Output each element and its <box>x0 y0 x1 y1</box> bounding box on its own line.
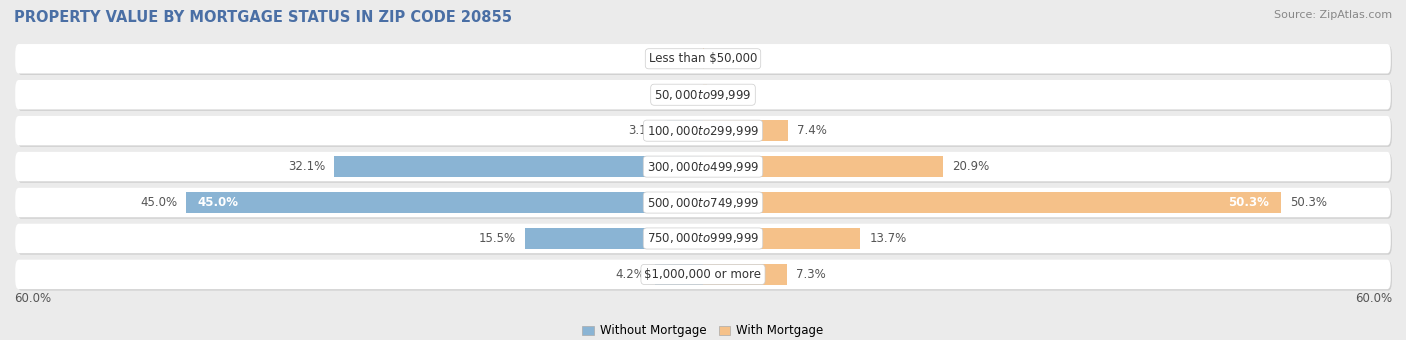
Text: 7.3%: 7.3% <box>796 268 825 281</box>
Text: 0.09%: 0.09% <box>713 52 749 65</box>
Text: 3.1%: 3.1% <box>628 124 658 137</box>
Text: 60.0%: 60.0% <box>1355 292 1392 305</box>
Bar <box>335 156 703 177</box>
Text: 50.3%: 50.3% <box>1229 196 1270 209</box>
Legend: Without Mortgage, With Mortgage: Without Mortgage, With Mortgage <box>578 319 828 340</box>
Text: 15.5%: 15.5% <box>478 232 516 245</box>
Bar <box>703 264 787 285</box>
Text: 4.2%: 4.2% <box>616 268 645 281</box>
Text: $1,000,000 or more: $1,000,000 or more <box>644 268 762 281</box>
FancyBboxPatch shape <box>15 224 1391 253</box>
Text: Source: ZipAtlas.com: Source: ZipAtlas.com <box>1274 10 1392 20</box>
FancyBboxPatch shape <box>15 188 1391 217</box>
FancyBboxPatch shape <box>17 117 1392 147</box>
FancyBboxPatch shape <box>15 44 1391 73</box>
Text: 45.0%: 45.0% <box>198 196 239 209</box>
Text: 13.7%: 13.7% <box>869 232 907 245</box>
Text: PROPERTY VALUE BY MORTGAGE STATUS IN ZIP CODE 20855: PROPERTY VALUE BY MORTGAGE STATUS IN ZIP… <box>14 10 512 25</box>
Text: Less than $50,000: Less than $50,000 <box>648 52 758 65</box>
Text: 7.4%: 7.4% <box>797 124 827 137</box>
FancyBboxPatch shape <box>17 81 1392 111</box>
Text: 20.9%: 20.9% <box>952 160 990 173</box>
Bar <box>703 156 943 177</box>
FancyBboxPatch shape <box>17 261 1392 291</box>
Text: 50.3%: 50.3% <box>1289 196 1327 209</box>
Text: $750,000 to $999,999: $750,000 to $999,999 <box>647 232 759 245</box>
FancyBboxPatch shape <box>15 260 1391 289</box>
Text: 32.1%: 32.1% <box>288 160 325 173</box>
FancyBboxPatch shape <box>15 152 1391 181</box>
Bar <box>703 192 1281 213</box>
Bar <box>703 120 787 141</box>
Text: 45.0%: 45.0% <box>141 196 177 209</box>
Bar <box>703 84 707 105</box>
FancyBboxPatch shape <box>17 225 1392 255</box>
Text: 0.0%: 0.0% <box>664 88 693 101</box>
Text: $50,000 to $99,999: $50,000 to $99,999 <box>654 88 752 102</box>
FancyBboxPatch shape <box>15 116 1391 146</box>
Bar <box>186 192 703 213</box>
Text: 0.0%: 0.0% <box>664 52 693 65</box>
Text: $300,000 to $499,999: $300,000 to $499,999 <box>647 159 759 174</box>
Text: 60.0%: 60.0% <box>14 292 51 305</box>
Bar <box>668 120 703 141</box>
Text: $100,000 to $299,999: $100,000 to $299,999 <box>647 124 759 138</box>
Bar <box>703 228 860 249</box>
FancyBboxPatch shape <box>17 189 1392 219</box>
Text: 0.36%: 0.36% <box>713 88 749 101</box>
Text: $500,000 to $749,999: $500,000 to $749,999 <box>647 195 759 209</box>
FancyBboxPatch shape <box>17 46 1392 75</box>
Bar <box>524 228 703 249</box>
FancyBboxPatch shape <box>17 153 1392 183</box>
FancyBboxPatch shape <box>15 80 1391 109</box>
Bar <box>655 264 703 285</box>
